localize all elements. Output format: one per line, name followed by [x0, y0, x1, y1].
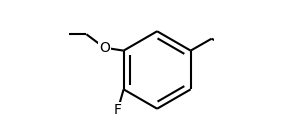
Text: F: F	[114, 103, 122, 117]
Text: O: O	[99, 41, 110, 55]
